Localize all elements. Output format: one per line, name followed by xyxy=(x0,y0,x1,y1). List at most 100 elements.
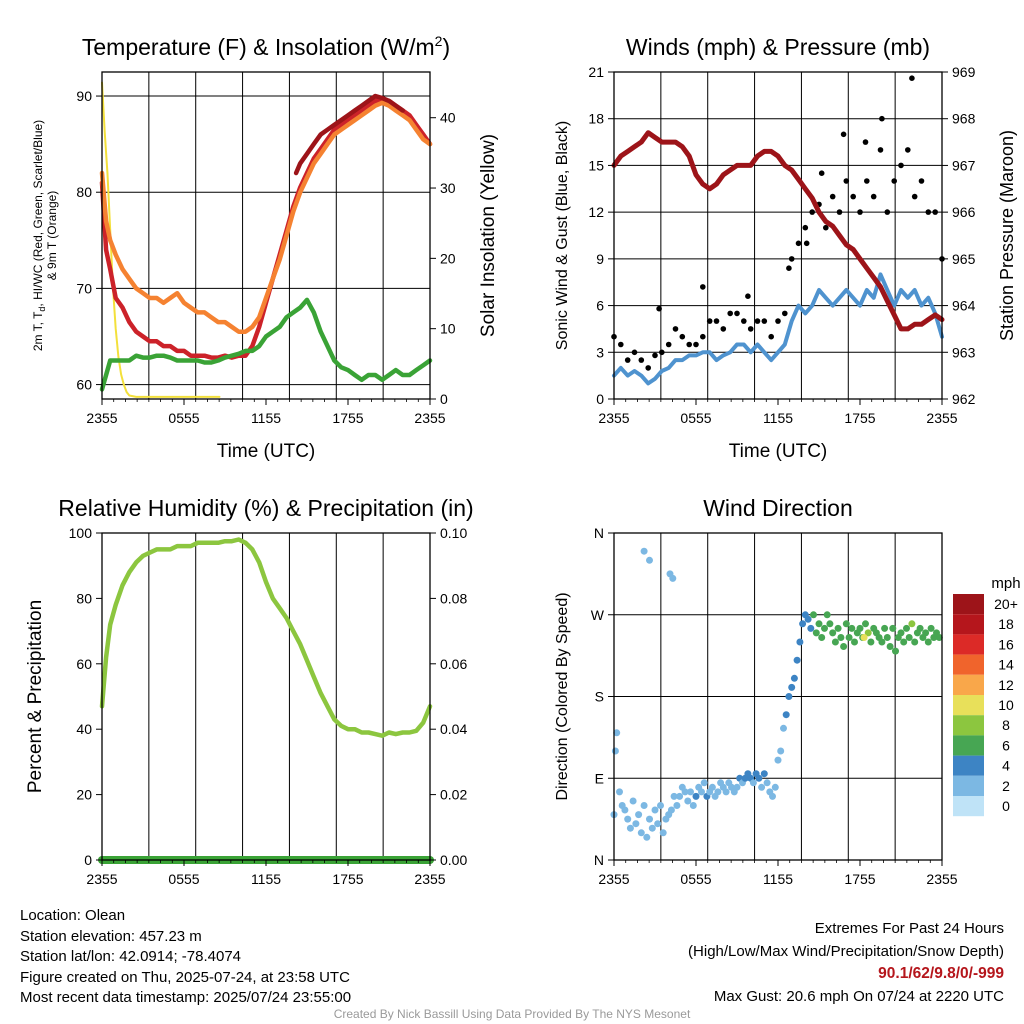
credit-line: Created By Nick Bassill Using Data Provi… xyxy=(333,1007,691,1021)
direction-point xyxy=(626,824,634,832)
direction-point xyxy=(815,620,823,628)
gust-point xyxy=(631,349,638,356)
direction-point xyxy=(886,643,894,650)
direction-point xyxy=(793,656,801,664)
gust-point xyxy=(786,265,792,272)
direction-point xyxy=(908,620,916,628)
y2-tick-label: 967 xyxy=(952,157,976,173)
direction-point xyxy=(621,806,629,814)
gust-point xyxy=(795,240,802,247)
direction-point xyxy=(799,620,807,628)
title-part: Temperature (F) & Insolation (W/m xyxy=(82,34,435,60)
direction-point xyxy=(829,629,837,637)
x-tick-label: 2355 xyxy=(926,871,957,887)
y-tick-label: 20 xyxy=(76,787,92,803)
gust-point xyxy=(679,333,686,340)
y-axis-label: Percent & Precipitation xyxy=(25,600,46,793)
created-label: Figure created on Thu, 2025-07-24, at 23… xyxy=(20,968,350,986)
colorbar-title: mph xyxy=(991,575,1020,592)
colorbar-swatch xyxy=(953,775,984,796)
y2-tick-label: 965 xyxy=(952,251,976,267)
direction-point xyxy=(834,624,842,632)
direction-point xyxy=(840,643,848,650)
gust-point xyxy=(879,115,885,122)
gust-point xyxy=(870,193,877,200)
y-axis-label: 2m T, Td, HI/WC (Red, Green, Scarlet/Blu… xyxy=(31,120,47,351)
gust-point xyxy=(925,209,932,215)
y2-tick-label: 968 xyxy=(952,111,976,127)
colorbar-swatch xyxy=(953,594,984,615)
gust-point xyxy=(905,147,911,153)
gust-point xyxy=(823,224,829,231)
gust-point xyxy=(645,365,651,371)
gust-point xyxy=(713,318,720,324)
direction-point xyxy=(708,783,716,791)
x-tick-label: 1755 xyxy=(332,410,363,426)
direction-point xyxy=(657,802,664,809)
direction-point xyxy=(687,788,694,796)
panel-4: 2355 0555 1155 1755 2355 N E S W N xyxy=(591,525,958,887)
gust-point xyxy=(877,147,884,153)
temperature-series-4 xyxy=(293,93,405,176)
panel-1: 2355 0555 1155 1755 2355 60 70 80 90 0 10 20 30 40 xyxy=(76,71,456,426)
gust-point xyxy=(911,193,918,200)
y-tick-label: 15 xyxy=(588,157,604,173)
direction-point xyxy=(867,638,875,646)
y-tick-label: 0 xyxy=(596,391,604,407)
direction-point xyxy=(733,783,741,791)
colorbar-swatch xyxy=(953,755,984,776)
gust-point xyxy=(720,326,727,332)
y-tick-label: 9 xyxy=(596,251,604,267)
y2-tick-label: 969 xyxy=(952,64,976,80)
direction-point xyxy=(669,574,677,582)
y-tick-label: S xyxy=(595,689,604,705)
gust-point xyxy=(665,341,672,348)
gust-point xyxy=(809,209,815,215)
colorbar-label: 8 xyxy=(1002,717,1010,733)
x-tick-label: 2355 xyxy=(86,410,117,426)
direction-point xyxy=(818,634,826,641)
direction-point xyxy=(684,797,692,805)
x-tick-label: 2355 xyxy=(414,410,445,426)
x-axis-label: Time (UTC) xyxy=(217,441,316,462)
x-tick-label: 2355 xyxy=(86,871,117,887)
y-label-part: 2m T, T xyxy=(31,311,45,351)
direction-point xyxy=(812,629,820,637)
y2-tick-label: 0.06 xyxy=(440,656,467,672)
temperature-series-3 xyxy=(99,297,433,392)
title-superscript: 2 xyxy=(435,33,443,49)
gust-point xyxy=(656,305,662,312)
chart-title: Winds (mph) & Pressure (mb) xyxy=(626,34,930,60)
direction-point xyxy=(780,724,787,732)
direction-point xyxy=(922,629,930,637)
direction-point xyxy=(760,770,768,778)
gust-point xyxy=(862,139,869,145)
gust-point xyxy=(741,318,747,324)
direction-point xyxy=(796,638,804,646)
x-tick-label: 1155 xyxy=(763,410,793,426)
direction-point xyxy=(856,624,864,632)
gust-point xyxy=(857,209,863,215)
direction-point xyxy=(788,683,796,691)
direction-point xyxy=(878,638,886,646)
direction-point xyxy=(616,788,623,796)
colorbar-label: 20+ xyxy=(994,596,1018,612)
y2-tick-label: 966 xyxy=(952,204,976,220)
direction-point xyxy=(681,788,689,796)
y-tick-label: 12 xyxy=(588,204,604,220)
gust-point xyxy=(754,318,761,324)
direction-point xyxy=(648,824,656,832)
direction-point xyxy=(771,783,779,791)
chart-title: Relative Humidity (%) & Precipitation (i… xyxy=(58,495,473,521)
gust-point xyxy=(672,326,679,332)
direction-point xyxy=(860,634,868,641)
direction-point xyxy=(637,829,645,837)
gust-point xyxy=(884,209,891,215)
y2-tick-label: 963 xyxy=(952,344,976,360)
gust-point xyxy=(727,310,733,317)
colorbar-label: 6 xyxy=(1002,737,1010,753)
y-tick-label: 6 xyxy=(596,298,604,314)
x-tick-label: 1155 xyxy=(251,410,281,426)
direction-point xyxy=(777,747,785,755)
elevation-label: Station elevation: 457.23 m xyxy=(20,927,202,945)
